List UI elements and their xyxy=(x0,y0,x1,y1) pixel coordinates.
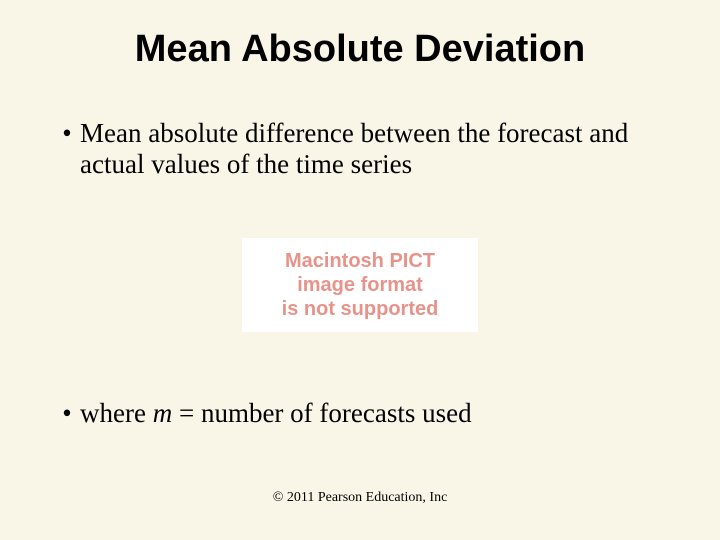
bullet-2: • where m = number of forecasts used xyxy=(54,398,666,429)
bullet-2-seg-2: = number of forecasts used xyxy=(172,398,471,428)
bullet-2-text: where m = number of forecasts used xyxy=(80,398,666,429)
bullet-1-text: Mean absolute difference between the for… xyxy=(80,118,666,180)
pict-line-2: image format xyxy=(297,273,423,297)
pict-placeholder: Macintosh PICT image format is not suppo… xyxy=(242,238,478,332)
bullet-1-marker: • xyxy=(54,118,80,149)
pict-line-3: is not supported xyxy=(282,297,439,321)
copyright-footer: © 2011 Pearson Education, Inc xyxy=(0,490,720,506)
bullet-2-marker: • xyxy=(54,398,80,429)
pict-line-1: Macintosh PICT xyxy=(285,249,435,273)
bullet-1: • Mean absolute difference between the f… xyxy=(54,118,666,180)
slide-title: Mean Absolute Deviation xyxy=(0,28,720,71)
bullet-2-seg-0: where xyxy=(80,398,153,428)
bullet-2-seg-1: m xyxy=(153,398,173,428)
